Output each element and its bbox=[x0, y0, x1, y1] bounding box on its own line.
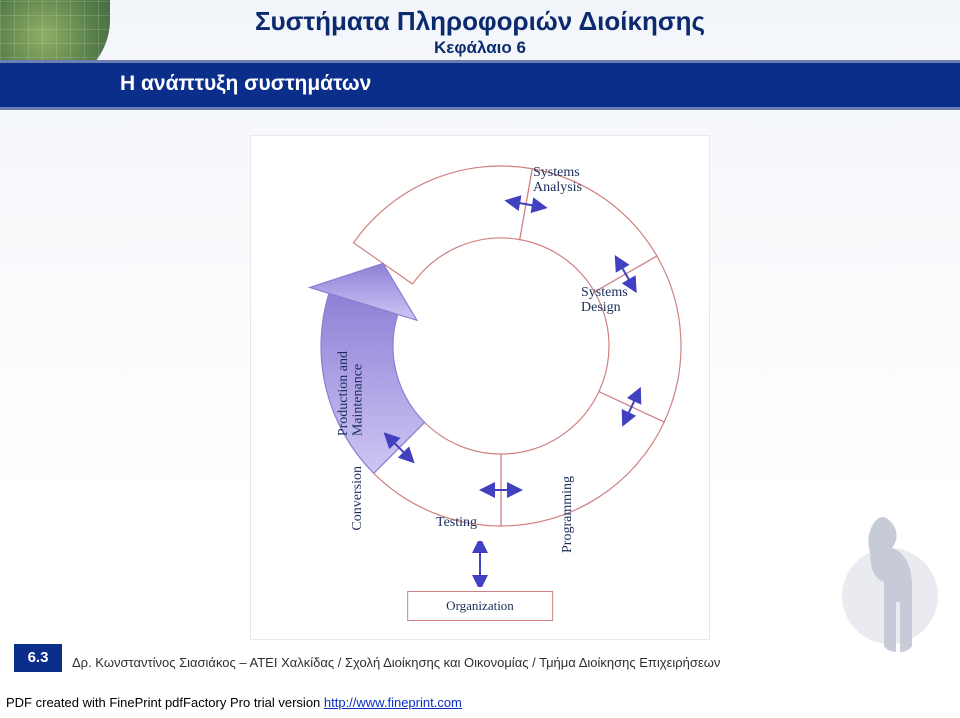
stage-label-programming: Programming bbox=[561, 476, 576, 553]
sdlc-diagram: SystemsAnalysis SystemsDesign Programming T… bbox=[250, 135, 710, 640]
org-connector-arrow bbox=[470, 541, 490, 587]
organization-box: Organization bbox=[407, 591, 553, 621]
section-title: Η ανάπτυξη συστημάτων bbox=[120, 72, 371, 96]
stage-label-analysis: SystemsAnalysis bbox=[533, 166, 582, 195]
page-title: Συστήματα Πληροφοριών Διοίκησης bbox=[0, 6, 960, 37]
stage-label-design: SystemsDesign bbox=[581, 286, 628, 315]
footer-credit: Δρ. Κωνσταντίνος Σιασιάκος – ΑΤΕΙ Χαλκίδ… bbox=[72, 655, 720, 670]
footer-pdf-link[interactable]: http://www.fineprint.com bbox=[324, 695, 462, 710]
page-number: 6.3 bbox=[14, 644, 62, 672]
slide-page: Συστήματα Πληροφοριών Διοίκησης Κεφάλαιο… bbox=[0, 0, 960, 718]
silhouette-decoration bbox=[812, 506, 942, 656]
page-chapter: Κεφάλαιο 6 bbox=[0, 38, 960, 58]
organization-label: Organization bbox=[446, 598, 514, 613]
rule-bottom bbox=[0, 107, 960, 110]
stage-label-testing: Testing bbox=[436, 516, 477, 531]
stage-label-prodmaint: Production andMaintenance bbox=[337, 351, 366, 436]
stage-label-conversion: Conversion bbox=[351, 466, 366, 531]
footer-pdf-line: PDF created with FinePrint pdfFactory Pr… bbox=[6, 695, 462, 710]
header-band: Η ανάπτυξη συστημάτων bbox=[0, 63, 960, 107]
footer-pdf-prefix: PDF created with FinePrint pdfFactory Pr… bbox=[6, 695, 324, 710]
